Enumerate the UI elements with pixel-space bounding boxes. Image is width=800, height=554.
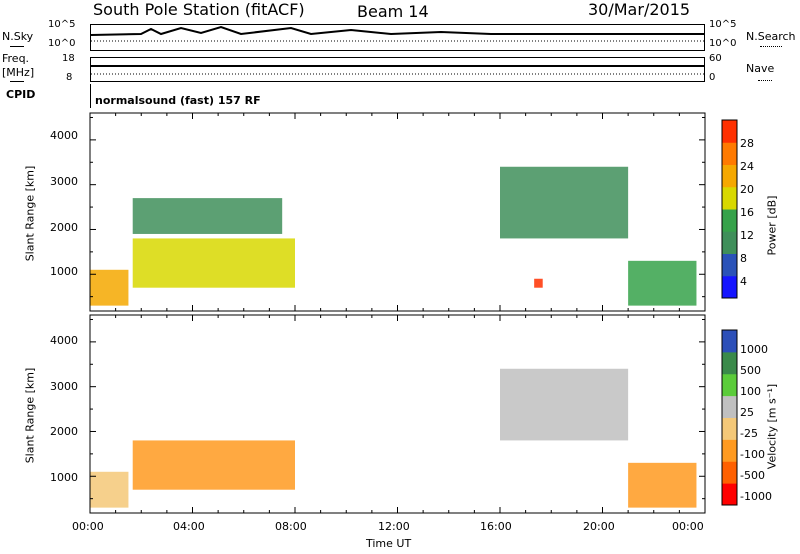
velocity-ytick-label: 4000	[50, 334, 78, 347]
nsky-legend-line	[10, 46, 24, 47]
date-label: 30/Mar/2015	[588, 0, 691, 19]
freq-unit: [MHz]	[2, 66, 35, 79]
power-cbar-tick: 20	[740, 183, 754, 196]
xaxis-label: Time UT	[366, 537, 412, 550]
velocity-ytick-label: 2000	[50, 425, 78, 438]
xtick-label: 00:00	[72, 520, 104, 533]
velocity-cbar-label: Velocity [m s⁻¹]	[765, 383, 779, 470]
power-cbar-tick: 8	[740, 252, 747, 265]
nave-label: Nave	[746, 62, 775, 75]
velocity-region	[90, 471, 129, 508]
nave-tick-bottom: 0	[709, 72, 716, 83]
power-region	[628, 260, 697, 306]
power-ytick-label: 4000	[50, 129, 78, 142]
velocity-ytick-label: 3000	[50, 380, 78, 393]
xtick-label: 12:00	[378, 520, 410, 533]
freq-tick-bottom: 8	[66, 72, 73, 83]
velocity-cbar-tick: -1000	[740, 490, 772, 503]
velocity-cbar-tick: -100	[740, 448, 765, 461]
velocity-colorbar-swatch	[722, 395, 737, 418]
nsearch-label: N.Search	[746, 30, 796, 43]
velocity-cbar-tick: 1000	[740, 343, 768, 356]
velocity-region	[132, 440, 295, 490]
velocity-ytick-label: 1000	[50, 471, 78, 484]
velocity-colorbar-swatch	[722, 417, 737, 440]
velocity-colorbar-swatch	[722, 439, 737, 462]
power-region	[500, 166, 629, 239]
power-colorbar-swatch	[722, 142, 737, 165]
xtick-label: 08:00	[275, 520, 307, 533]
velocity-yaxis-label: Slant Range [km]	[23, 367, 37, 464]
freq-label: Freq.	[2, 52, 30, 65]
station-title: South Pole Station (fitACF)	[93, 0, 305, 19]
freq-tick-top: 18	[62, 53, 75, 64]
velocity-regions	[90, 368, 697, 508]
velocity-cbar-tick: 25	[740, 406, 754, 419]
velocity-cbar-tick: -25	[740, 427, 758, 440]
power-regions	[90, 166, 697, 306]
nsky-tick-bottom: 10^0	[48, 38, 76, 49]
power-region	[90, 269, 129, 306]
power-colorbar-swatch	[722, 275, 737, 299]
power-region	[132, 238, 295, 288]
power-region	[534, 278, 543, 288]
velocity-colorbar-swatch	[722, 351, 737, 375]
power-ytick-label: 1000	[50, 265, 78, 278]
freq-trace	[91, 65, 704, 75]
power-cbar-tick: 12	[740, 229, 754, 242]
velocity-cbar-tick: 500	[740, 364, 761, 377]
freq-legend-line	[10, 81, 24, 82]
power-cbar-label: Power [dB]	[765, 195, 779, 256]
freq-strip	[90, 57, 705, 82]
power-colorbar-swatch	[722, 231, 737, 254]
nsearch-tick-top: 10^5	[709, 19, 737, 30]
power-colorbar-swatch	[722, 120, 737, 143]
power-ytick-label: 3000	[50, 175, 78, 188]
power-cbar-tick: 24	[740, 160, 754, 173]
nsky-tick-top: 10^5	[48, 19, 76, 30]
power-cbar-tick: 16	[740, 206, 754, 219]
power-colorbar-swatch-frame	[721, 119, 738, 299]
nsky-strip	[90, 24, 705, 51]
velocity-region	[628, 462, 697, 508]
nave-tick-top: 60	[709, 53, 722, 64]
power-cbar-tick: 4	[740, 275, 747, 288]
power-ytick-label: 2000	[50, 221, 78, 234]
velocity-cbar-tick: 100	[740, 385, 761, 398]
power-colorbar-swatch	[722, 209, 737, 232]
velocity-colorbar-swatch	[722, 330, 737, 353]
xtick-label: 00:00	[672, 520, 704, 533]
power-cbar-tick: 28	[740, 137, 754, 150]
beam-label: Beam 14	[357, 2, 429, 21]
nave-legend-line	[758, 80, 772, 81]
velocity-colorbar-swatch	[722, 461, 737, 484]
nsky-label: N.Sky	[2, 30, 34, 43]
velocity-colorbar	[721, 329, 738, 506]
xtick-label: 16:00	[480, 520, 512, 533]
nsky-trace	[91, 25, 704, 42]
nsearch-legend-line	[760, 46, 782, 47]
power-yaxis-label: Slant Range [km]	[23, 165, 37, 262]
cpid-label: CPID	[6, 88, 36, 101]
power-colorbar-swatch	[722, 164, 737, 188]
nsearch-tick-bottom: 10^0	[709, 38, 737, 49]
velocity-colorbar-swatch	[722, 483, 737, 506]
power-colorbar-swatch	[722, 253, 737, 277]
velocity-region	[500, 368, 629, 441]
power-colorbar-swatch	[722, 186, 737, 210]
power-region	[132, 198, 283, 234]
velocity-cbar-tick: -500	[740, 469, 765, 482]
cpid-text: normalsound (fast) 157 RF	[95, 94, 261, 107]
velocity-colorbar-swatch	[722, 373, 737, 397]
xtick-label: 20:00	[583, 520, 615, 533]
velocity-colorbar-swatch-frame	[721, 329, 738, 506]
axis-ticks	[89, 113, 706, 513]
cpid-marker	[90, 84, 91, 108]
power-colorbar	[721, 119, 738, 299]
xtick-label: 04:00	[173, 520, 205, 533]
